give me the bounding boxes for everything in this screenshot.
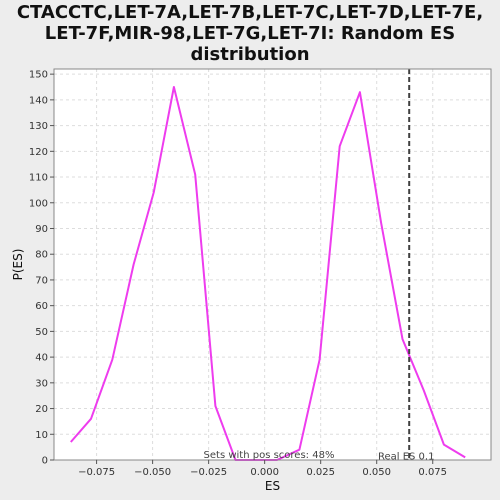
title-line-1: CTACCTC,LET-7A,LET-7B,LET-7C,LET-7D,LET-… — [16, 2, 484, 23]
y-tick-label: 60 — [35, 301, 48, 312]
x-axis-title: ES — [265, 479, 280, 493]
title-line-2: LET-7F,MIR-98,LET-7G,LET-7I: Random ES — [44, 23, 456, 44]
y-tick-label: 0 — [42, 456, 48, 467]
y-tick-label: 120 — [29, 147, 48, 158]
x-axis: −0.075 −0.050 −0.025 0.000 0.025 0.050 0.075 — [78, 460, 447, 478]
y-tick-label: 140 — [29, 95, 48, 106]
y-tick-label: 80 — [35, 250, 48, 261]
y-tick-label: 50 — [35, 327, 48, 338]
y-axis-title: P(ES) — [11, 249, 25, 281]
y-tick-label: 20 — [35, 404, 48, 415]
title-line-3: distribution — [190, 44, 310, 65]
x-tick-label: −0.050 — [134, 467, 171, 478]
y-tick-label: 10 — [35, 430, 48, 441]
y-tick-label: 90 — [35, 224, 48, 235]
chart-title: CTACCTC,LET-7A,LET-7B,LET-7C,LET-7D,LET-… — [0, 2, 500, 65]
x-tick-label: −0.075 — [78, 467, 115, 478]
x-tick-label: 0.050 — [362, 467, 391, 478]
real-es-label: Real ES 0.1 — [378, 452, 434, 463]
y-tick-label: 130 — [29, 121, 48, 132]
y-tick-label: 40 — [35, 353, 48, 364]
y-tick-label: 100 — [29, 198, 48, 209]
y-tick-label: 150 — [29, 70, 48, 81]
plot-area — [54, 69, 491, 460]
y-tick-label: 110 — [29, 173, 48, 184]
y-tick-label: 70 — [35, 275, 48, 286]
x-tick-label: 0.000 — [250, 467, 279, 478]
plot-frame — [53, 68, 492, 461]
x-tick-label: 0.025 — [306, 467, 335, 478]
pos-scores-label: Sets with pos scores: 48% — [204, 450, 335, 461]
y-axis: 0 10 20 30 40 50 60 70 80 90 100 110 120 130 140 150 — [29, 70, 54, 467]
x-tick-label: −0.025 — [190, 467, 227, 478]
x-tick-label: 0.075 — [418, 467, 447, 478]
y-tick-label: 30 — [35, 378, 48, 389]
